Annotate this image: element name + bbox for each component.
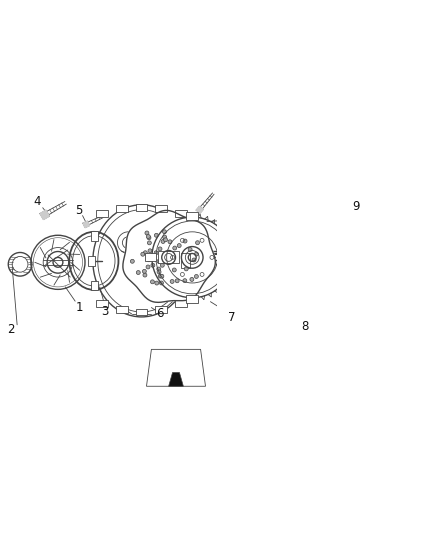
Text: 2: 2 bbox=[7, 323, 15, 336]
Circle shape bbox=[168, 240, 172, 244]
Text: 9: 9 bbox=[352, 200, 359, 213]
Circle shape bbox=[177, 244, 181, 247]
FancyBboxPatch shape bbox=[145, 254, 156, 261]
Circle shape bbox=[192, 258, 196, 262]
FancyBboxPatch shape bbox=[186, 212, 198, 220]
Circle shape bbox=[155, 281, 159, 285]
FancyBboxPatch shape bbox=[158, 252, 180, 263]
Circle shape bbox=[143, 273, 147, 277]
Circle shape bbox=[157, 267, 161, 271]
Circle shape bbox=[170, 279, 174, 284]
Circle shape bbox=[145, 231, 149, 235]
FancyBboxPatch shape bbox=[155, 205, 167, 212]
Circle shape bbox=[188, 247, 192, 252]
FancyBboxPatch shape bbox=[96, 300, 108, 307]
Circle shape bbox=[183, 279, 187, 282]
FancyBboxPatch shape bbox=[136, 204, 148, 211]
Circle shape bbox=[136, 271, 140, 274]
FancyBboxPatch shape bbox=[186, 295, 198, 303]
Circle shape bbox=[184, 267, 188, 271]
Circle shape bbox=[157, 260, 161, 263]
Circle shape bbox=[146, 235, 150, 238]
Circle shape bbox=[183, 239, 187, 243]
Circle shape bbox=[141, 252, 145, 256]
Circle shape bbox=[151, 263, 155, 267]
Circle shape bbox=[175, 279, 179, 283]
FancyBboxPatch shape bbox=[116, 205, 128, 212]
Polygon shape bbox=[196, 206, 203, 213]
Circle shape bbox=[147, 258, 151, 262]
Circle shape bbox=[160, 263, 164, 267]
FancyBboxPatch shape bbox=[91, 231, 98, 241]
FancyBboxPatch shape bbox=[91, 280, 98, 290]
Circle shape bbox=[154, 251, 158, 255]
Circle shape bbox=[194, 252, 198, 256]
FancyBboxPatch shape bbox=[175, 210, 187, 217]
Text: 8: 8 bbox=[302, 320, 309, 333]
Circle shape bbox=[147, 236, 151, 240]
Circle shape bbox=[151, 280, 155, 284]
Text: 1: 1 bbox=[75, 301, 83, 314]
Circle shape bbox=[158, 274, 162, 278]
Polygon shape bbox=[146, 349, 205, 386]
Circle shape bbox=[159, 281, 163, 285]
Circle shape bbox=[161, 239, 165, 244]
Circle shape bbox=[173, 246, 177, 250]
Circle shape bbox=[148, 249, 152, 253]
Circle shape bbox=[142, 269, 146, 273]
FancyBboxPatch shape bbox=[155, 306, 167, 313]
Circle shape bbox=[163, 238, 167, 242]
Circle shape bbox=[154, 233, 158, 237]
FancyBboxPatch shape bbox=[88, 256, 95, 266]
Polygon shape bbox=[123, 211, 215, 302]
Polygon shape bbox=[40, 210, 49, 220]
FancyBboxPatch shape bbox=[228, 254, 240, 261]
Circle shape bbox=[158, 247, 162, 251]
Text: 3: 3 bbox=[101, 305, 108, 318]
Circle shape bbox=[162, 235, 166, 239]
Circle shape bbox=[160, 274, 164, 278]
Text: 7: 7 bbox=[228, 311, 235, 324]
Circle shape bbox=[148, 241, 152, 245]
FancyBboxPatch shape bbox=[136, 309, 148, 316]
Text: 6: 6 bbox=[156, 307, 163, 320]
FancyBboxPatch shape bbox=[96, 210, 108, 217]
Circle shape bbox=[146, 265, 150, 269]
Circle shape bbox=[162, 230, 166, 233]
Polygon shape bbox=[169, 373, 184, 386]
Circle shape bbox=[194, 274, 198, 278]
Text: 4: 4 bbox=[33, 195, 41, 208]
FancyBboxPatch shape bbox=[181, 254, 190, 268]
Polygon shape bbox=[83, 221, 89, 228]
FancyBboxPatch shape bbox=[116, 306, 128, 313]
Circle shape bbox=[157, 270, 161, 274]
Circle shape bbox=[196, 241, 199, 245]
Text: 5: 5 bbox=[75, 204, 83, 217]
FancyBboxPatch shape bbox=[175, 300, 187, 307]
Circle shape bbox=[190, 278, 194, 281]
Circle shape bbox=[131, 260, 134, 263]
Circle shape bbox=[172, 268, 176, 272]
Circle shape bbox=[143, 251, 147, 255]
